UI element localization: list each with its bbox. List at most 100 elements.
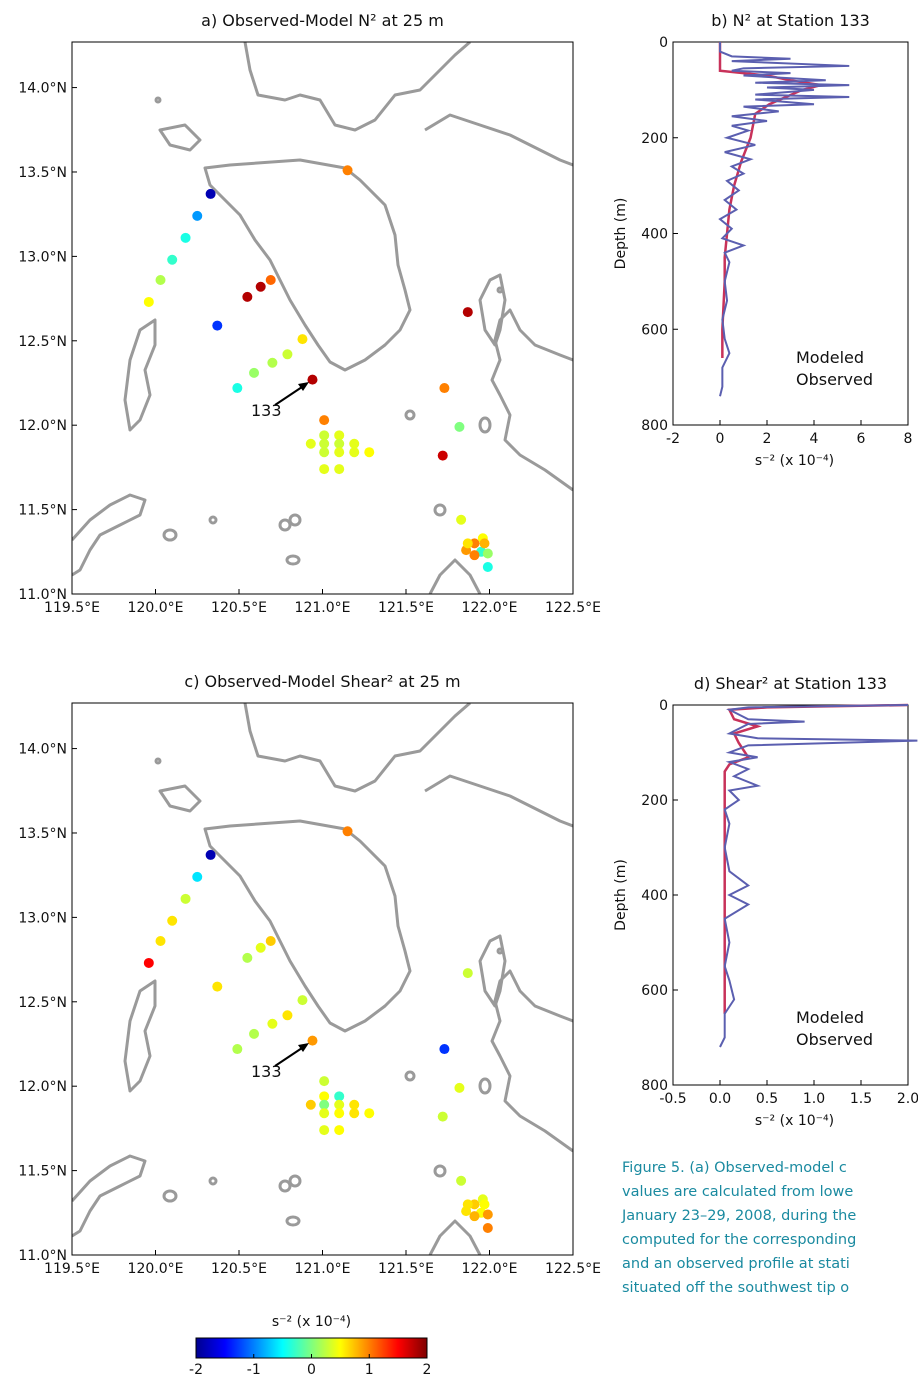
station-dot [212, 320, 223, 331]
y-tick-label: 800 [641, 1078, 668, 1094]
chart-title: d) Shear² at Station 133 [694, 674, 887, 693]
station-dot [319, 1076, 330, 1087]
legend-entry: Modeled [796, 1008, 864, 1027]
station-dot [439, 1044, 450, 1055]
station-dot [143, 957, 154, 968]
y-tick-label: 11.0°N [18, 587, 67, 603]
y-tick-label: 11.5°N [18, 503, 67, 519]
station-dot [364, 447, 375, 458]
station-dot [255, 942, 266, 953]
chart-title: b) N² at Station 133 [711, 11, 870, 30]
x-tick-label: 119.5°E [44, 1261, 100, 1277]
station-dot [297, 334, 308, 345]
station-dot [319, 415, 330, 426]
station-dot [456, 1175, 467, 1186]
x-tick-label: 122.5°E [545, 1261, 601, 1277]
station-dot [334, 438, 345, 449]
station-dot [334, 1099, 345, 1110]
station-dot [319, 1108, 330, 1119]
station-dot [265, 275, 276, 286]
station-dot [479, 1199, 490, 1210]
station-dot [319, 447, 330, 458]
station-dot [205, 849, 216, 860]
annotation: 133 [251, 1062, 282, 1081]
station-dot [349, 438, 360, 449]
station-dot [167, 915, 178, 926]
station-dot [319, 464, 330, 475]
station-dot [143, 296, 154, 307]
annotation-arrow [274, 1045, 306, 1067]
station-dot [334, 430, 345, 441]
station-dot [437, 1111, 448, 1122]
x-tick-label: 1.0 [803, 1091, 825, 1107]
station-dot [155, 275, 166, 286]
station-dot [479, 538, 490, 549]
x-tick-label: 122.0°E [462, 600, 518, 616]
y-tick-label: 11.0°N [18, 1248, 67, 1264]
x-tick-label: 1.5 [850, 1091, 872, 1107]
y-tick-label: 12.5°N [18, 995, 67, 1011]
annotation-arrow [274, 384, 306, 406]
station-dot [482, 548, 493, 559]
x-tick-label: -0.5 [659, 1091, 686, 1107]
x-tick-label: 120.5°E [211, 1261, 267, 1277]
y-tick-label: 12.0°N [18, 418, 67, 434]
station-dot [482, 1209, 493, 1220]
y-tick-label: 200 [641, 793, 668, 809]
x-tick-label: 6 [857, 431, 866, 447]
station-dot [462, 307, 473, 318]
y-tick-label: 13.5°N [18, 165, 67, 181]
station-dot [249, 367, 260, 378]
legend-entry: Observed [796, 1030, 873, 1049]
x-axis-label: s⁻² (x 10⁻⁴) [755, 1113, 834, 1129]
station-dot [334, 1091, 345, 1102]
station-dot [192, 210, 203, 221]
x-tick-label: 121.5°E [378, 1261, 434, 1277]
station-dot [319, 438, 330, 449]
x-tick-label: 120.0°E [128, 1261, 184, 1277]
station-dot [439, 383, 450, 394]
y-tick-label: 0 [659, 35, 668, 51]
station-dot [334, 447, 345, 458]
profile-line [718, 42, 850, 397]
station-dot [265, 936, 276, 947]
colorbar-tick-label: -2 [189, 1362, 203, 1378]
x-tick-label: 0.5 [756, 1091, 778, 1107]
station-dot [469, 550, 480, 561]
station-dot [364, 1108, 375, 1119]
annotation-arrowhead [298, 382, 309, 391]
station-dot [462, 968, 473, 979]
caption-line: January 23–29, 2008, during the [621, 1208, 856, 1224]
y-axis-label: Depth (m) [613, 859, 629, 931]
chart-title: c) Observed-Model Shear² at 25 m [184, 672, 460, 691]
y-tick-label: 13.0°N [18, 910, 67, 926]
station-dot [482, 1222, 493, 1233]
plot-frame [672, 704, 909, 1086]
plot-frame [71, 702, 574, 1256]
station-dot [319, 1091, 330, 1102]
station-dot [305, 438, 316, 449]
x-tick-label: 121.0°E [295, 600, 351, 616]
station-dot [249, 1028, 260, 1039]
station-dot [334, 1108, 345, 1119]
x-tick-label: 120.5°E [211, 600, 267, 616]
plot-frame [71, 41, 574, 595]
y-tick-label: 12.5°N [18, 334, 67, 350]
station-dot [282, 1010, 293, 1021]
profile-line [719, 704, 918, 1048]
station-dot [469, 1211, 480, 1222]
y-tick-label: 14.0°N [18, 742, 67, 758]
station-dot [242, 291, 253, 302]
chart-title: a) Observed-Model N² at 25 m [201, 11, 444, 30]
station-dot [305, 1099, 316, 1110]
x-tick-label: 2 [763, 431, 772, 447]
x-tick-label: 119.5°E [44, 600, 100, 616]
station-dot [180, 893, 191, 904]
colorbar-tick-label: 2 [423, 1362, 432, 1378]
caption-line: values are calculated from lowe [622, 1184, 853, 1200]
station-dot [297, 995, 308, 1006]
profile-line [723, 703, 909, 1014]
caption-line: computed for the corresponding [622, 1232, 856, 1248]
x-tick-label: 120.0°E [128, 600, 184, 616]
